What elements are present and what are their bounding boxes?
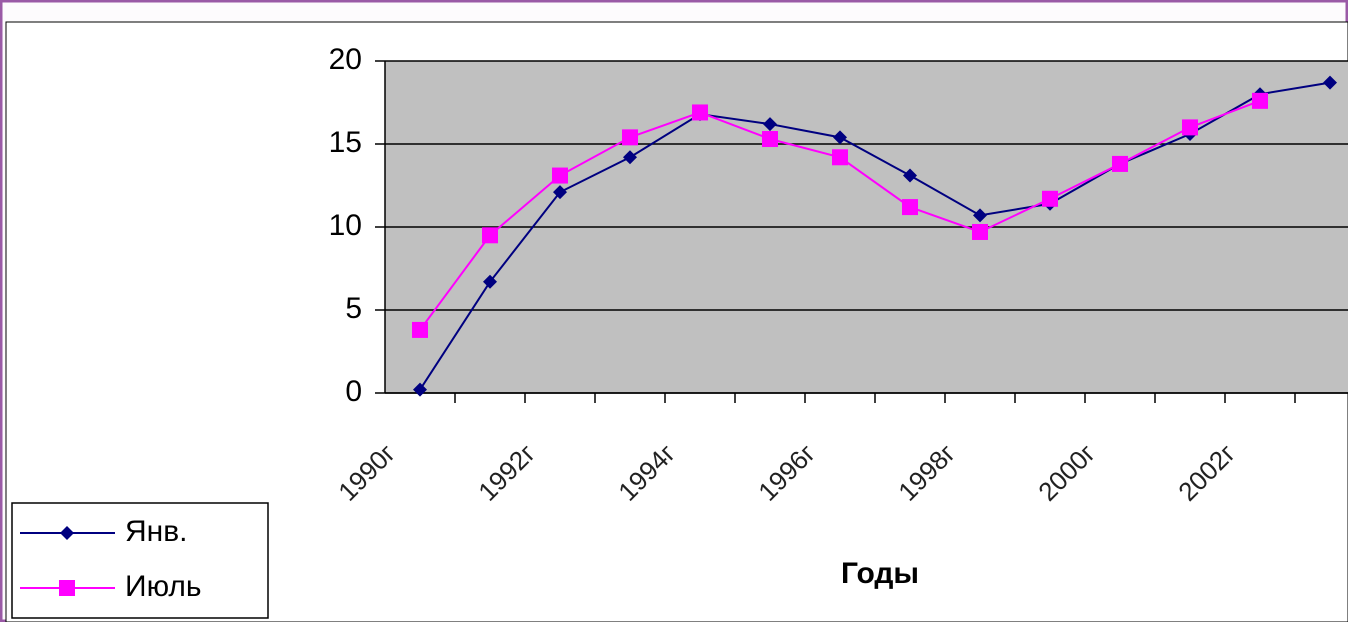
- y-tick-label: 20: [329, 43, 362, 76]
- legend-label: Июль: [125, 570, 202, 603]
- y-tick-label: 0: [345, 375, 362, 408]
- marker: [902, 199, 918, 216]
- marker: [59, 580, 75, 596]
- marker: [832, 149, 848, 166]
- legend-label: Янв.: [125, 515, 188, 548]
- marker: [412, 321, 428, 338]
- series-line: [419, 81, 1331, 391]
- marker: [622, 129, 638, 146]
- marker: [1252, 92, 1268, 109]
- marker: [692, 104, 708, 121]
- marker: [60, 526, 74, 540]
- y-tick-label: 5: [345, 292, 362, 325]
- y-tick-label: 15: [329, 126, 362, 159]
- marker: [482, 227, 498, 244]
- marker: [1323, 75, 1337, 90]
- marker: [973, 208, 987, 223]
- marker: [1042, 190, 1058, 207]
- marker: [483, 274, 497, 289]
- marker: [762, 131, 778, 148]
- marker: [833, 130, 847, 145]
- marker: [972, 223, 988, 240]
- marker: [553, 185, 567, 200]
- marker: [1182, 119, 1198, 136]
- marker: [1112, 155, 1128, 172]
- legend: [11, 502, 269, 619]
- x-axis-label: Годы: [841, 557, 919, 590]
- marker: [413, 382, 427, 397]
- marker: [552, 167, 568, 184]
- y-tick-label: 10: [329, 209, 362, 242]
- marker: [623, 150, 637, 165]
- marker: [903, 168, 917, 183]
- marker: [763, 117, 777, 132]
